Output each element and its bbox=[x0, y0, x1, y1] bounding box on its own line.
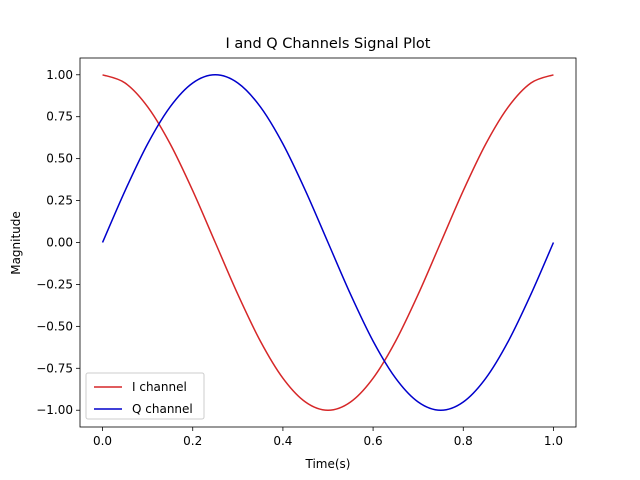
x-tick-label: 0.0 bbox=[93, 434, 112, 448]
legend-box bbox=[85, 372, 205, 420]
y-tick-label: 0.00 bbox=[46, 236, 73, 250]
y-tick-label: 0.75 bbox=[46, 110, 73, 124]
x-tick-label: 1.0 bbox=[544, 434, 563, 448]
x-tick-label: 0.8 bbox=[454, 434, 473, 448]
y-tick-label: −1.00 bbox=[36, 403, 73, 417]
x-axis: 0.0 0.2 0.4 0.6 0.8 1.0 bbox=[93, 427, 563, 448]
chart-title: I and Q Channels Signal Plot bbox=[226, 36, 431, 52]
y-axis: 1.00 0.75 0.50 0.25 0.00 −0.25 −0.50 −0.75 −1.00 bbox=[36, 68, 80, 417]
x-tick-label: 0.2 bbox=[183, 434, 202, 448]
y-tick-label: 0.25 bbox=[46, 194, 73, 208]
series-line-q-channel bbox=[101, 74, 555, 411]
y-tick-label: 1.00 bbox=[46, 68, 73, 82]
series-layer bbox=[101, 74, 555, 411]
y-tick-label: −0.50 bbox=[36, 319, 73, 333]
y-tick-label: 0.50 bbox=[46, 152, 73, 166]
x-axis-label: Time(s) bbox=[305, 457, 351, 471]
series-line-i-channel bbox=[102, 74, 554, 411]
y-tick-label: −0.25 bbox=[36, 277, 73, 291]
x-tick-label: 0.6 bbox=[364, 434, 383, 448]
y-axis-label: Magnitude bbox=[9, 211, 23, 275]
legend-label: I channel bbox=[132, 380, 187, 394]
x-tick-label: 0.4 bbox=[273, 434, 292, 448]
legend: I channel Q channel bbox=[85, 372, 205, 420]
y-tick-label: −0.75 bbox=[36, 361, 73, 375]
legend-label: Q channel bbox=[132, 402, 193, 416]
